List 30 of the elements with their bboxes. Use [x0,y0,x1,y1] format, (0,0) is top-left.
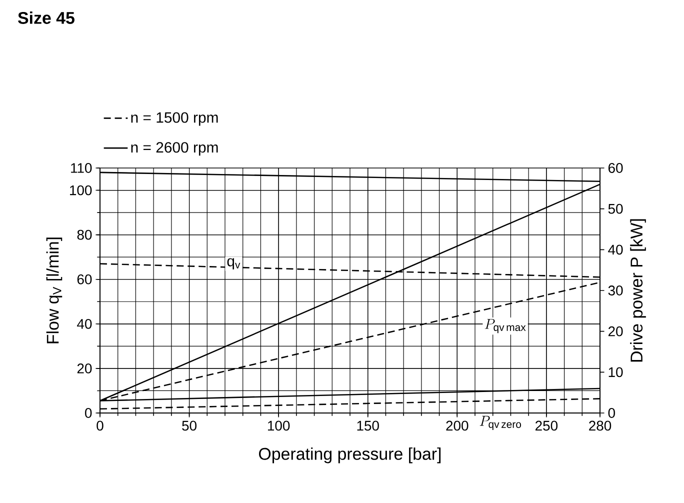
y2-axis-title: Drive power P [kW] [630,219,646,362]
x-tick-label: 150 [357,420,379,431]
y-tick-label: 110 [71,163,92,173]
y-tick-label: 80 [77,230,92,240]
y2-tick-label: 10 [608,367,623,378]
x-axis-title: Operating pressure [bar] [259,447,441,464]
legend-label: n = 1500 rpm [131,112,218,126]
x-tick-label: 200 [446,420,468,431]
y2-tick-label: 30 [608,286,623,296]
x-tick-label: 280 [589,420,612,431]
x-tick-label: 100 [268,420,290,431]
y-tick-label: 40 [77,318,92,329]
y-tick-label: 100 [70,185,92,196]
y2-tick-label: 0 [608,408,615,418]
annotation: q$_{v}$ [227,258,240,270]
y2-tick-label: 50 [608,204,623,214]
y-tick-label: 0 [85,408,92,418]
annotation: $P_{\mathrm{qv\,max}}$ [484,318,526,334]
text: $P_{\mathrm{qv\,zero}}$ [480,416,522,430]
x-tick-label: 0 [96,420,104,431]
legend-label: n = 2600 rpm [131,142,218,156]
y-tick-label: 20 [77,364,92,374]
y-tick-label: 60 [77,274,92,284]
y2-tick-label: 20 [608,326,623,336]
y-axis-title: Flow q$_{V}$ [l/min] [46,238,62,344]
chart-title: Size 45 [18,12,74,24]
y2-tick-label: 40 [608,244,623,255]
x-tick-label: 50 [182,420,197,431]
y2-tick-label: 60 [608,163,623,173]
x-tick-label: 250 [536,420,558,431]
